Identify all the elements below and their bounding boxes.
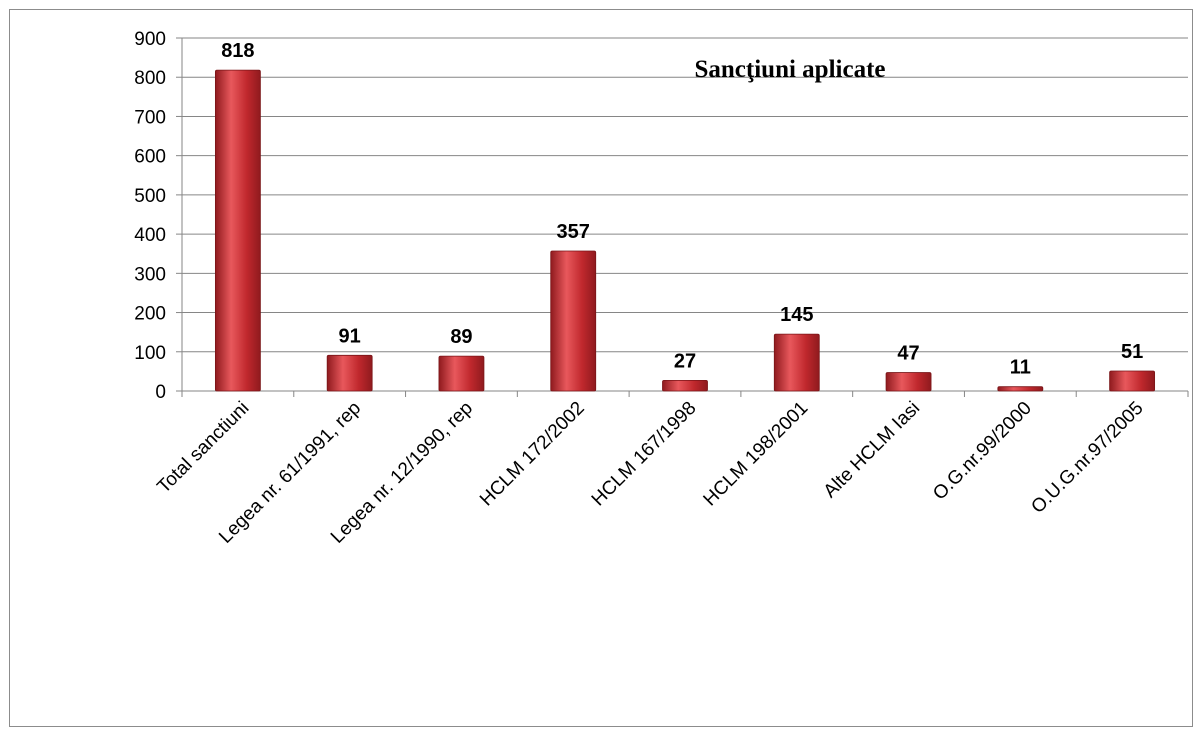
data-label: 357: [557, 221, 590, 243]
y-tick-label: 600: [134, 147, 166, 168]
bar: [550, 250, 597, 392]
data-labels: 818 91 89 357 27 145 47 11 51: [221, 40, 1143, 379]
axes: [176, 37, 1189, 397]
bar: [997, 386, 1044, 392]
bar: [662, 380, 708, 392]
data-label: 11: [1010, 357, 1031, 379]
data-label: 27: [674, 350, 696, 372]
y-tick-label: 100: [134, 343, 166, 364]
bar: [438, 355, 485, 392]
gridlines: [182, 37, 1188, 353]
x-category-label: HCLM 172/2002: [476, 398, 589, 511]
bar: [885, 372, 932, 392]
data-label: 51: [1121, 341, 1143, 363]
data-label: 89: [450, 326, 472, 348]
data-label: 818: [221, 40, 254, 62]
y-tick-label: 0: [155, 382, 166, 403]
y-tick-label: 300: [134, 264, 166, 285]
x-category-label: O.U.G.nr.97/2005: [1027, 398, 1147, 518]
y-tick-label: 800: [134, 68, 166, 89]
y-tick-labels: 0 100 200 300 400 500 600 700 800 900: [134, 29, 166, 403]
data-label: 91: [339, 325, 361, 347]
y-tick-label: 700: [134, 107, 166, 128]
bar: [1109, 370, 1156, 392]
bars: [214, 69, 1156, 392]
y-tick-label: 400: [134, 225, 166, 246]
bar: [326, 354, 373, 392]
x-category-label: O.G.nr.99/2000: [929, 398, 1036, 505]
bar: [214, 69, 261, 392]
x-category-label: HCLM 167/1998: [588, 398, 701, 511]
x-category-label: HCLM 198/2001: [700, 398, 813, 511]
chart-frame: [9, 9, 1193, 727]
y-tick-label: 500: [134, 186, 166, 207]
data-label: 47: [897, 343, 919, 365]
bar: [773, 333, 820, 392]
x-category-label: Alte HCLM Iasi: [820, 398, 924, 502]
data-label: 145: [780, 304, 813, 326]
x-category-label: Total sanctiuni: [153, 398, 253, 498]
y-tick-label: 900: [134, 29, 166, 50]
y-tick-label: 200: [134, 304, 166, 325]
chart-title: Sancţiuni aplicate: [695, 56, 886, 83]
